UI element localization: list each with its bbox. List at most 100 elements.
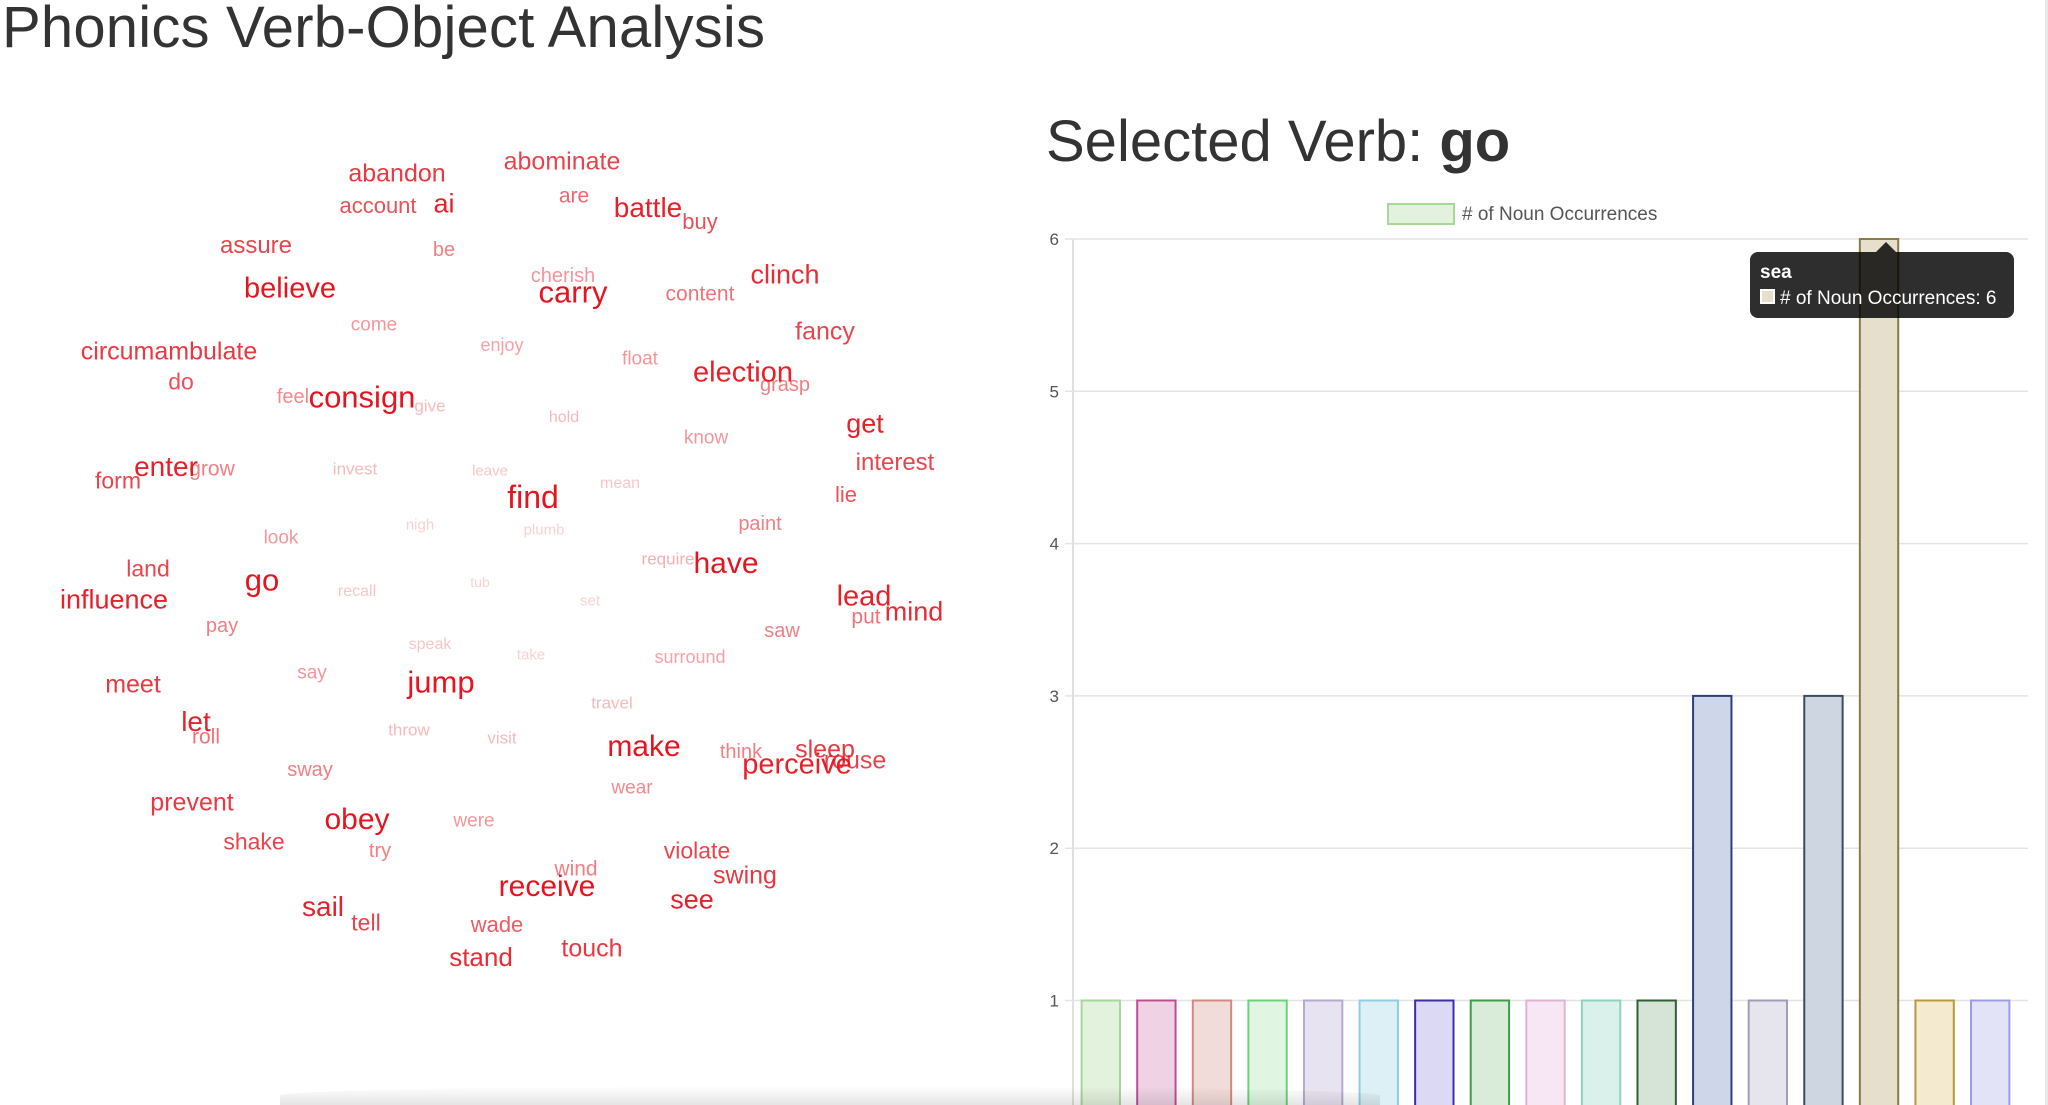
cloud-word-think[interactable]: think <box>719 741 763 763</box>
cloud-word-swing[interactable]: swing <box>713 861 777 890</box>
cloud-word-saw[interactable]: saw <box>764 620 800 642</box>
cloud-word-put[interactable]: put <box>851 605 881 629</box>
cloud-word-hold[interactable]: hold <box>548 409 580 426</box>
cloud-word-look[interactable]: look <box>263 527 299 549</box>
cloud-word-clinch[interactable]: clinch <box>750 259 820 290</box>
cloud-word-jump[interactable]: jump <box>407 664 475 700</box>
cloud-word-be[interactable]: be <box>432 239 456 261</box>
cloud-word-make[interactable]: make <box>607 730 681 763</box>
cloud-word-get[interactable]: get <box>846 408 884 439</box>
cloud-word-cherish[interactable]: cherish <box>530 265 596 287</box>
cloud-word-try[interactable]: try <box>368 840 392 862</box>
cloud-word-election[interactable]: election <box>693 356 793 389</box>
cloud-word-nigh[interactable]: nigh <box>405 516 435 534</box>
cloud-word-meet[interactable]: meet <box>105 670 161 699</box>
bar-9[interactable] <box>1525 999 1566 1105</box>
cloud-word-circumambulate[interactable]: circumambulate <box>80 337 258 366</box>
cloud-word-are[interactable]: are <box>558 184 590 208</box>
bar-14[interactable] <box>1803 694 1844 1105</box>
cloud-word-recall[interactable]: recall <box>337 583 377 600</box>
bar-5[interactable] <box>1302 999 1344 1105</box>
cloud-word-see[interactable]: see <box>670 884 714 915</box>
cloud-word-buy[interactable]: buy <box>682 209 718 234</box>
cloud-word-take[interactable]: take <box>516 646 546 664</box>
bar-7[interactable] <box>1414 999 1455 1105</box>
bar-13[interactable] <box>1747 999 1789 1105</box>
cloud-word-battle[interactable]: battle <box>613 192 683 223</box>
cloud-word-abominate[interactable]: abominate <box>503 147 621 176</box>
cloud-word-mind[interactable]: mind <box>884 596 944 627</box>
bar-4[interactable] <box>1247 999 1288 1105</box>
bar-2[interactable] <box>1136 999 1177 1105</box>
bar-17[interactable] <box>1970 999 2011 1105</box>
cloud-word-form[interactable]: form <box>95 467 141 494</box>
cloud-word-enter[interactable]: enter <box>134 451 198 482</box>
cloud-word-let[interactable]: let <box>181 706 211 737</box>
cloud-word-surround[interactable]: surround <box>654 647 726 667</box>
bar-11[interactable] <box>1636 999 1677 1105</box>
cloud-word-grasp[interactable]: grasp <box>759 374 811 396</box>
cloud-word-paint[interactable]: paint <box>738 513 782 535</box>
cloud-word-say[interactable]: say <box>297 662 327 684</box>
cloud-word-find[interactable]: find <box>507 479 559 515</box>
cloud-word-mean[interactable]: mean <box>599 475 641 492</box>
cloud-word-wind[interactable]: wind <box>554 857 598 881</box>
cloud-word-sleep[interactable]: sleep <box>795 735 855 764</box>
cloud-word-ai[interactable]: ai <box>433 188 455 219</box>
noun-occurrence-bar-chart[interactable]: # of Noun Occurrences 1 2 3 4 5 6 <box>1020 190 2030 1105</box>
cloud-word-enjoy[interactable]: enjoy <box>480 335 524 355</box>
cloud-word-influence[interactable]: influence <box>59 584 169 615</box>
cloud-word-pay[interactable]: pay <box>205 615 239 637</box>
cloud-word-land[interactable]: land <box>126 555 170 582</box>
cloud-word-touch[interactable]: touch <box>561 934 623 963</box>
bar-12[interactable] <box>1692 694 1733 1105</box>
cloud-word-do[interactable]: do <box>168 368 194 395</box>
cloud-word-require[interactable]: require <box>641 549 695 569</box>
cloud-word-were[interactable]: were <box>453 810 495 832</box>
cloud-word-give[interactable]: give <box>414 396 446 416</box>
bar-16[interactable] <box>1914 999 1955 1105</box>
chart-bars[interactable] <box>1080 238 2011 1105</box>
cloud-word-rouse[interactable]: rouse <box>823 746 887 775</box>
cloud-word-sail[interactable]: sail <box>301 891 345 922</box>
cloud-word-come[interactable]: come <box>350 314 398 336</box>
bar-8[interactable] <box>1469 999 1511 1105</box>
cloud-word-assure[interactable]: assure <box>219 232 293 259</box>
cloud-word-account[interactable]: account <box>339 193 417 218</box>
cloud-word-shake[interactable]: shake <box>223 828 285 855</box>
cloud-word-lie[interactable]: lie <box>834 482 858 507</box>
bar-15[interactable] <box>1858 238 1900 1105</box>
bar-1[interactable] <box>1080 999 1121 1105</box>
cloud-word-feel[interactable]: feel <box>276 386 310 408</box>
cloud-word-prevent[interactable]: prevent <box>150 788 234 817</box>
cloud-word-perceive[interactable]: perceive <box>742 748 852 781</box>
cloud-word-believe[interactable]: believe <box>244 272 336 305</box>
cloud-word-travel[interactable]: travel <box>591 693 633 713</box>
cloud-word-wear[interactable]: wear <box>611 777 653 799</box>
cloud-word-stand[interactable]: stand <box>449 942 513 972</box>
cloud-word-throw[interactable]: throw <box>388 720 430 740</box>
cloud-word-violate[interactable]: violate <box>663 837 731 864</box>
cloud-word-plumb[interactable]: plumb <box>523 521 565 539</box>
bar-10[interactable] <box>1580 999 1622 1105</box>
verb-word-cloud[interactable]: abandon abominate account ai are battle buy ass… <box>0 110 1000 1010</box>
cloud-word-float[interactable]: float <box>622 348 658 370</box>
cloud-word-leave[interactable]: leave <box>472 462 508 480</box>
cloud-word-carry[interactable]: carry <box>538 274 608 310</box>
cloud-word-fancy[interactable]: fancy <box>795 317 855 346</box>
cloud-word-interest[interactable]: interest <box>855 449 935 476</box>
cloud-word-consign[interactable]: consign <box>308 379 416 415</box>
cloud-word-receive[interactable]: receive <box>498 870 596 903</box>
cloud-word-go[interactable]: go <box>244 562 280 598</box>
cloud-word-content[interactable]: content <box>665 282 735 306</box>
bar-3[interactable] <box>1191 999 1233 1105</box>
cloud-word-grow[interactable]: grow <box>189 457 235 481</box>
cloud-word-tub[interactable]: tub <box>470 574 490 590</box>
cloud-word-abandon[interactable]: abandon <box>348 159 446 188</box>
cloud-word-tell[interactable]: tell <box>351 909 381 936</box>
cloud-word-know[interactable]: know <box>683 427 729 449</box>
cloud-word-lead[interactable]: lead <box>836 580 892 613</box>
chart-legend[interactable]: # of Noun Occurrences <box>1387 203 1657 225</box>
cloud-word-have[interactable]: have <box>693 547 759 580</box>
cloud-word-roll[interactable]: roll <box>191 725 221 749</box>
